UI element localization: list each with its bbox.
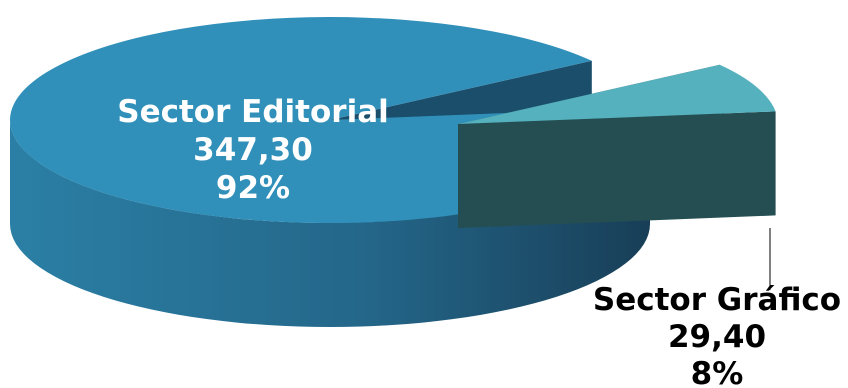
slice-label-editorial-percent: 92% bbox=[216, 170, 290, 206]
slice-label-grafico-value: 29,40 bbox=[668, 319, 766, 355]
slice-label-editorial-name: Sector Editorial bbox=[117, 94, 389, 130]
slice-cut-wall-1-1 bbox=[458, 111, 776, 228]
slice-label-grafico-percent: 8% bbox=[691, 356, 744, 388]
slice-side-0-0 bbox=[10, 120, 650, 327]
pie-slice-sector-gr-fico bbox=[458, 64, 776, 124]
slice-label-grafico-name: Sector Gráfico bbox=[593, 282, 841, 318]
slice-label-editorial-value: 347,30 bbox=[193, 132, 313, 168]
